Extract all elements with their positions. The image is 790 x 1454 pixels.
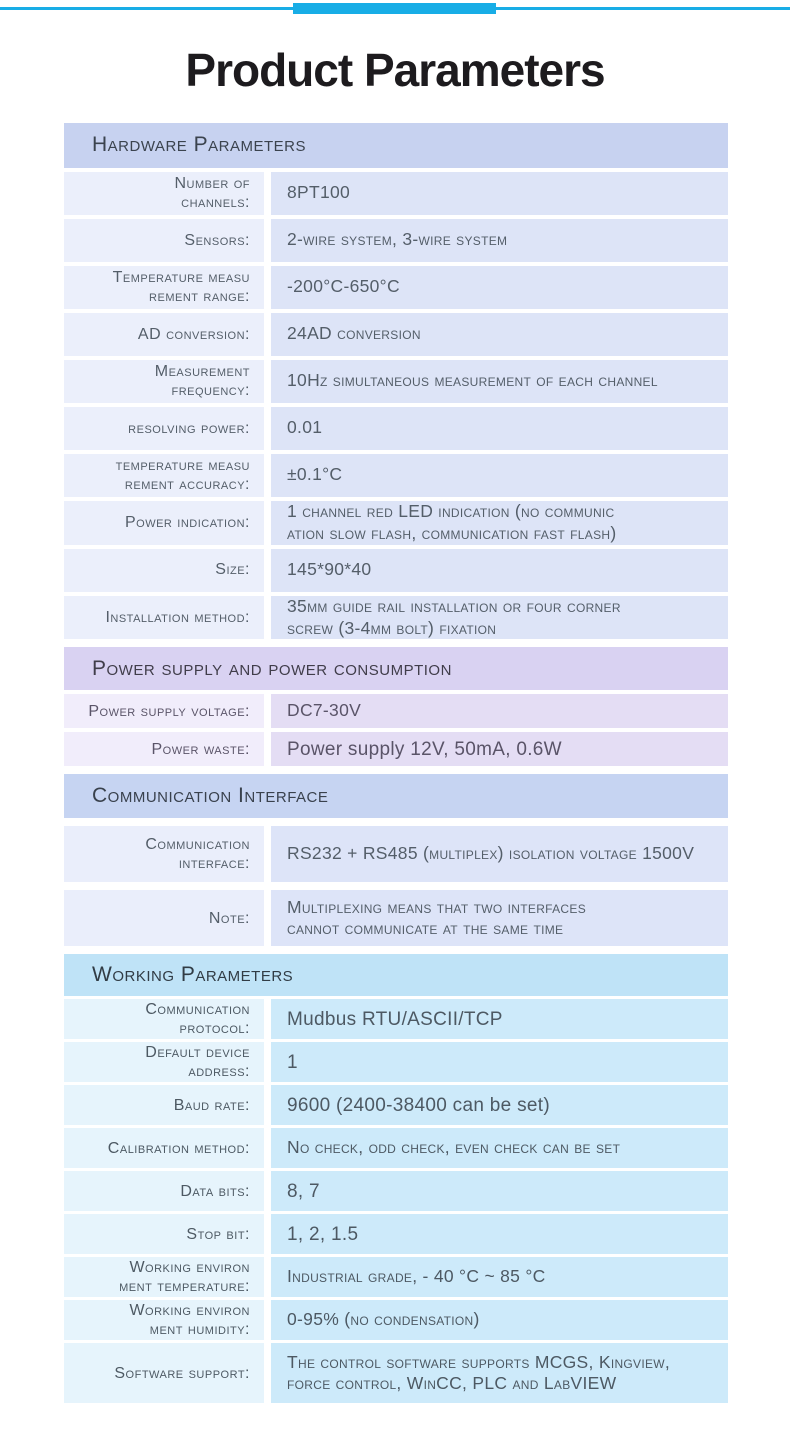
spec-value: DC7-30V — [271, 694, 728, 729]
section-header-comm: Communication Interface — [64, 774, 728, 819]
spec-row: Power supply voltage: DC7-30V — [64, 694, 728, 729]
spec-value: RS232 + RS485 (multiplex) isolation volt… — [271, 826, 728, 883]
spec-value: No check, odd check, even check can be s… — [271, 1128, 728, 1169]
top-decoration — [0, 0, 790, 14]
spec-value: 1 channel red LED indication (no communi… — [271, 500, 728, 545]
spec-value: Multiplexing means that two interfaces c… — [271, 890, 728, 947]
spec-label: AD conversion: — [64, 312, 264, 356]
spec-label: Sensors: — [64, 218, 264, 262]
spec-row: Calibration method: No check, odd check, … — [64, 1128, 728, 1169]
spec-row: AD conversion: 24AD conversion — [64, 312, 728, 356]
spec-label: Default device address: — [64, 1042, 264, 1083]
spec-value: The control software supports MCGS, King… — [271, 1343, 728, 1404]
spec-value: 24AD conversion — [271, 312, 728, 356]
spec-label: Temperature measu rement range: — [64, 265, 264, 309]
spec-label: Note: — [64, 890, 264, 947]
spec-label: Data bits: — [64, 1171, 264, 1212]
spec-value: 1 — [271, 1042, 728, 1083]
spec-value: 10Hz simultaneous measurement of each ch… — [271, 359, 728, 403]
spec-label: Working environ ment humidity: — [64, 1300, 264, 1341]
spec-label: Software support: — [64, 1343, 264, 1404]
spec-label: Communication interface: — [64, 826, 264, 883]
spec-row: Data bits: 8, 7 — [64, 1171, 728, 1212]
spec-value: 35mm guide rail installation or four cor… — [271, 595, 728, 640]
top-accent-bar — [293, 3, 496, 14]
spec-label: temperature measu rement accuracy: — [64, 453, 264, 497]
spec-label: Power indication: — [64, 500, 264, 545]
spec-row: Power waste: Power supply 12V, 50mA, 0.6W — [64, 732, 728, 767]
spec-label: Size: — [64, 548, 264, 592]
spec-row: Communication interface: RS232 + RS485 (m… — [64, 826, 728, 883]
spec-row: Installation method: 35mm guide rail inst… — [64, 595, 728, 640]
section-header-hardware: Hardware Parameters — [64, 122, 728, 168]
spec-value: 2-wire system, 3-wire system — [271, 218, 728, 262]
spec-value: 1, 2, 1.5 — [271, 1214, 728, 1255]
spec-table: Hardware Parameters Number of channels: 8P… — [64, 122, 728, 1404]
spec-value: -200°C-650°C — [271, 265, 728, 309]
spec-label: resolving power: — [64, 406, 264, 450]
spec-value: Mudbus RTU/ASCII/TCP — [271, 999, 728, 1040]
spec-value: 0-95% (no condensation) — [271, 1300, 728, 1341]
spec-label: Working environ ment temperature: — [64, 1257, 264, 1298]
spec-label: Baud rate: — [64, 1085, 264, 1126]
spec-value: Industrial grade, - 40 °C ~ 85 °C — [271, 1257, 728, 1298]
spec-row: Default device address: 1 — [64, 1042, 728, 1083]
spec-label: Measurement frequency: — [64, 359, 264, 403]
spec-label: Power waste: — [64, 732, 264, 767]
section-header-power: Power supply and power consumption — [64, 647, 728, 691]
spec-value: Power supply 12V, 50mA, 0.6W — [271, 732, 728, 767]
spec-value: ±0.1°C — [271, 453, 728, 497]
spec-row: Measurement frequency: 10Hz simultaneous … — [64, 359, 728, 403]
section-header-working: Working Parameters — [64, 954, 728, 997]
spec-row: Communication protocol: Mudbus RTU/ASCII/… — [64, 999, 728, 1040]
spec-row: Software support: The control software su… — [64, 1343, 728, 1404]
spec-label: Number of channels: — [64, 171, 264, 215]
section-hardware: Hardware Parameters Number of channels: 8P… — [64, 122, 728, 640]
spec-row: Note: Multiplexing means that two interfa… — [64, 890, 728, 947]
spec-row: Power indication: 1 channel red LED indic… — [64, 500, 728, 545]
spec-row: Number of channels: 8PT100 — [64, 171, 728, 215]
section-comm: Communication Interface Communication int… — [64, 774, 728, 947]
spec-value: 8, 7 — [271, 1171, 728, 1212]
spec-label: Installation method: — [64, 595, 264, 640]
section-power: Power supply and power consumption Power … — [64, 647, 728, 767]
spec-row: Working environ ment temperature: Industr… — [64, 1257, 728, 1298]
spec-label: Stop bit: — [64, 1214, 264, 1255]
spec-row: Sensors: 2-wire system, 3-wire system — [64, 218, 728, 262]
spec-row: Stop bit: 1, 2, 1.5 — [64, 1214, 728, 1255]
spec-label: Calibration method: — [64, 1128, 264, 1169]
section-working: Working Parameters Communication protocol… — [64, 954, 728, 1404]
spec-label: Communication protocol: — [64, 999, 264, 1040]
spec-value: 9600 (2400-38400 can be set) — [271, 1085, 728, 1126]
spec-value: 145*90*40 — [271, 548, 728, 592]
spec-row: resolving power: 0.01 — [64, 406, 728, 450]
spec-row: Size: 145*90*40 — [64, 548, 728, 592]
spec-value: 0.01 — [271, 406, 728, 450]
spec-row: temperature measu rement accuracy: ±0.1°C — [64, 453, 728, 497]
spec-value: 8PT100 — [271, 171, 728, 215]
spec-row: Baud rate: 9600 (2400-38400 can be set) — [64, 1085, 728, 1126]
spec-row: Working environ ment humidity: 0-95% (no … — [64, 1300, 728, 1341]
spec-label: Power supply voltage: — [64, 694, 264, 729]
spec-row: Temperature measu rement range: -200°C-65… — [64, 265, 728, 309]
page-title: Product Parameters — [185, 44, 605, 96]
